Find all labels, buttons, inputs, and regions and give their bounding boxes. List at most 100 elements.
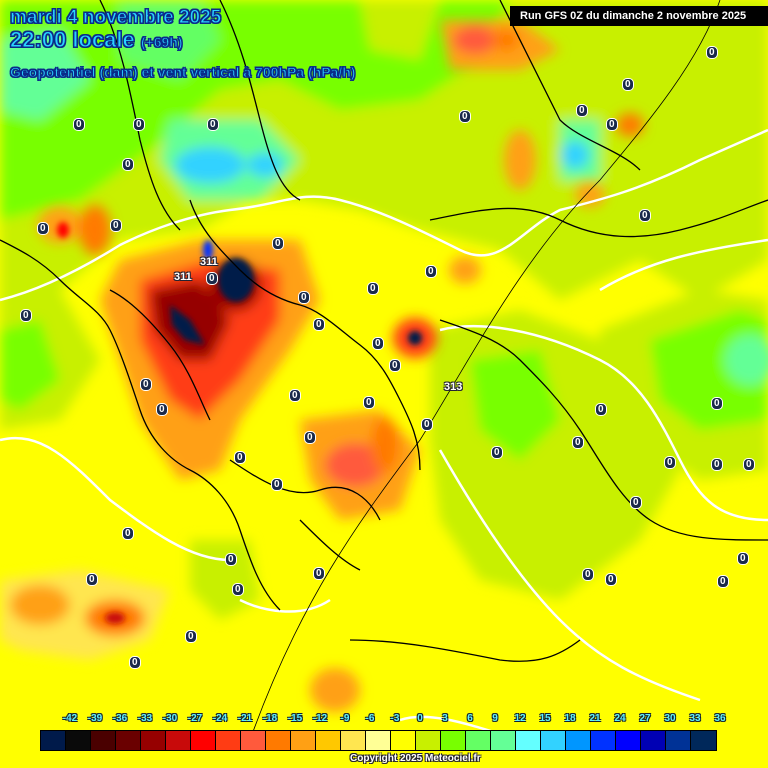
colorbar-tick: -3 — [390, 713, 400, 724]
colorbar-tick: -33 — [137, 713, 153, 724]
colorbar-tick: 21 — [589, 713, 601, 724]
colorbar-swatch — [141, 731, 166, 750]
zero-contour-label: 0 — [711, 458, 723, 471]
zero-contour-label: 0 — [576, 104, 588, 117]
zero-contour-label: 0 — [606, 118, 618, 131]
zero-contour-label: 0 — [133, 118, 145, 131]
zero-contour-label: 0 — [706, 46, 718, 59]
zero-contour-label: 0 — [425, 265, 437, 278]
forecast-lead-time: (+69h) — [140, 34, 183, 51]
zero-contour-label: 0 — [605, 573, 617, 586]
colorbar-tick: 9 — [492, 713, 498, 724]
zero-contour-label: 0 — [122, 158, 134, 171]
zero-contour-label: 0 — [232, 583, 244, 596]
zero-contour-label: 0 — [225, 553, 237, 566]
zero-contour-label: 0 — [372, 337, 384, 350]
zero-contour-label: 0 — [582, 568, 594, 581]
zero-contour-label: 0 — [110, 219, 122, 232]
zero-contour-label: 0 — [743, 458, 755, 471]
zero-contour-label: 0 — [491, 446, 503, 459]
zero-contour-label: 0 — [664, 456, 676, 469]
zero-contour-label: 0 — [630, 496, 642, 509]
zero-contour-label: 0 — [37, 222, 49, 235]
zero-contour-label: 0 — [717, 575, 729, 588]
colorbar-swatch — [66, 731, 91, 750]
forecast-date: mardi 4 novembre 2025 — [9, 7, 222, 28]
colorbar-tick: -30 — [162, 713, 178, 724]
zero-contour-label: 0 — [459, 110, 471, 123]
colorbar-tick: 0 — [417, 713, 423, 724]
colorbar-swatch — [566, 731, 591, 750]
colorbar-tick: -36 — [112, 713, 128, 724]
zero-contour-label: 0 — [622, 78, 634, 91]
colorbar-tick: 15 — [539, 713, 551, 724]
colorbar-tick: 12 — [514, 713, 526, 724]
zero-contour-label: 0 — [304, 431, 316, 444]
forecast-local-time: 22:00 locale — [10, 27, 136, 52]
zero-contour-label: 0 — [595, 403, 607, 416]
colorbar-swatch — [691, 731, 716, 750]
geopotential-label: 311 — [174, 271, 192, 283]
colorbar-tick: 30 — [664, 713, 676, 724]
colorbar-swatch — [241, 731, 266, 750]
zero-contour-label: 0 — [313, 567, 325, 580]
colorbar-ticks: -42 -39 -36 -33 -30 -27 -24 -21 -18 -15 … — [40, 713, 726, 727]
colorbar-swatch — [591, 731, 616, 750]
zero-contour-label: 0 — [207, 118, 219, 131]
colorbar-tick: -42 — [62, 713, 78, 724]
colorbar-swatch — [541, 731, 566, 750]
colorbar-tick: 33 — [689, 713, 701, 724]
colorbar-swatch — [441, 731, 466, 750]
colorbar-tick: 3 — [442, 713, 448, 724]
map-title: mardi 4 novembre 2025 22:00 locale (+69h… — [9, 7, 356, 81]
colorbar-swatch — [266, 731, 291, 750]
zero-contour-label: 0 — [185, 630, 197, 643]
zero-contour-label: 0 — [206, 272, 218, 285]
colorbar-tick: 24 — [614, 713, 626, 724]
colorbar-tick: -6 — [365, 713, 375, 724]
parameter-title: Geopotentiel (dam) et vent vertical à 70… — [9, 64, 356, 81]
zero-contour-label: 0 — [73, 118, 85, 131]
colorbar-legend — [40, 730, 717, 751]
colorbar-tick: -27 — [187, 713, 203, 724]
colorbar-tick: 6 — [467, 713, 473, 724]
colorbar-tick: -39 — [87, 713, 103, 724]
colorbar-swatch — [191, 731, 216, 750]
zero-contour-label: 0 — [737, 552, 749, 565]
geopotential-label: 311 — [200, 256, 218, 268]
zero-contour-label: 0 — [572, 436, 584, 449]
colorbar-swatch — [41, 731, 66, 750]
colorbar-swatch — [341, 731, 366, 750]
zero-contour-label: 0 — [367, 282, 379, 295]
colorbar-swatch — [366, 731, 391, 750]
zero-contour-label: 0 — [639, 209, 651, 222]
colorbar-tick: -9 — [340, 713, 350, 724]
zero-contour-label: 0 — [313, 318, 325, 331]
colorbar-swatch — [216, 731, 241, 750]
zero-contour-label: 0 — [711, 397, 723, 410]
geopotential-label: 313 — [444, 381, 463, 393]
colorbar-swatch — [166, 731, 191, 750]
colorbar-swatch — [666, 731, 691, 750]
zero-contour-label: 0 — [421, 418, 433, 431]
colorbar-swatch — [91, 731, 116, 750]
colorbar-tick: -12 — [312, 713, 328, 724]
colorbar-tick: -15 — [287, 713, 303, 724]
colorbar-swatch — [316, 731, 341, 750]
colorbar-swatch — [516, 731, 541, 750]
zero-contour-label: 0 — [272, 237, 284, 250]
forecast-time: 22:00 locale (+69h) — [10, 27, 355, 54]
colorbar-tick: -21 — [237, 713, 253, 724]
colorbar-tick: -24 — [212, 713, 228, 724]
zero-contour-label: 0 — [20, 309, 32, 322]
colorbar-swatch — [416, 731, 441, 750]
zero-contour-label: 0 — [234, 451, 246, 464]
colorbar-tick: 27 — [639, 713, 651, 724]
zero-contour-label: 0 — [156, 403, 168, 416]
zero-contour-label: 0 — [129, 656, 141, 669]
zero-contour-label: 0 — [122, 527, 134, 540]
copyright-text: Copyright 2025 Meteociel.fr — [350, 753, 481, 764]
colorbar-swatch — [616, 731, 641, 750]
colorbar-swatch — [641, 731, 666, 750]
